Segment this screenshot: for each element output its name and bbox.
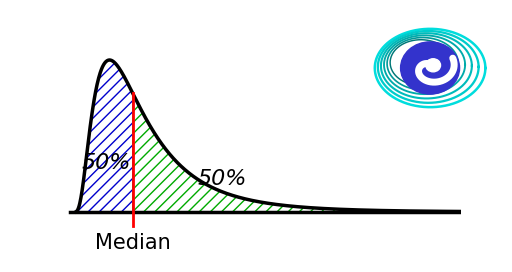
Circle shape <box>426 59 440 72</box>
Text: 50%: 50% <box>81 153 131 173</box>
Text: 50%: 50% <box>198 169 247 188</box>
Circle shape <box>400 42 460 94</box>
Text: Median: Median <box>95 233 170 252</box>
